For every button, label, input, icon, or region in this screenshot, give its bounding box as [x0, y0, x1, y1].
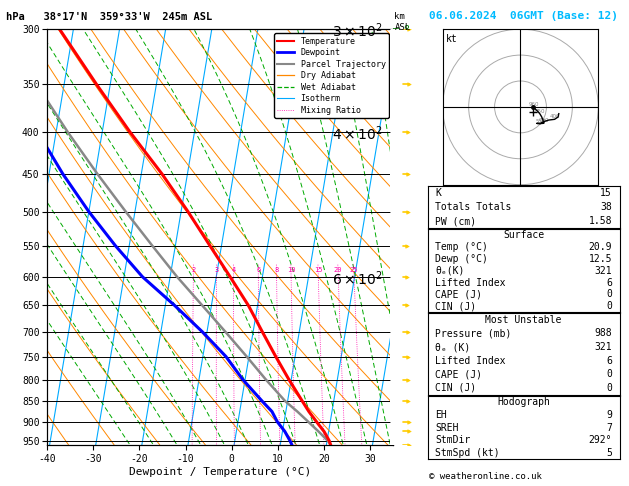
Text: 9: 9	[606, 410, 612, 420]
Text: CIN (J): CIN (J)	[435, 301, 477, 311]
Text: 2: 2	[191, 266, 196, 273]
Text: Temp (°C): Temp (°C)	[435, 242, 488, 252]
Text: 06.06.2024  06GMT (Base: 12): 06.06.2024 06GMT (Base: 12)	[429, 11, 618, 21]
X-axis label: Dewpoint / Temperature (°C): Dewpoint / Temperature (°C)	[129, 467, 311, 477]
Text: 700: 700	[538, 118, 549, 123]
Text: 321: 321	[594, 266, 612, 276]
Text: θₑ (K): θₑ (K)	[435, 342, 470, 352]
Text: Lifted Index: Lifted Index	[435, 278, 506, 288]
Text: K: K	[435, 188, 442, 198]
Text: θₑ(K): θₑ(K)	[435, 266, 465, 276]
Text: CAPE (J): CAPE (J)	[435, 369, 482, 379]
Text: Dewp (°C): Dewp (°C)	[435, 254, 488, 264]
Text: EH: EH	[435, 410, 447, 420]
Text: 0: 0	[606, 383, 612, 393]
Text: 0: 0	[606, 301, 612, 311]
Text: Surface: Surface	[503, 230, 544, 240]
Text: 15: 15	[314, 266, 323, 273]
Legend: Temperature, Dewpoint, Parcel Trajectory, Dry Adiabat, Wet Adiabat, Isotherm, Mi: Temperature, Dewpoint, Parcel Trajectory…	[274, 34, 389, 118]
Text: 20.9: 20.9	[588, 242, 612, 252]
Text: 550: 550	[535, 119, 545, 123]
Text: 25: 25	[350, 266, 358, 273]
Text: 400: 400	[549, 114, 560, 120]
Text: 12.5: 12.5	[588, 254, 612, 264]
Text: 988: 988	[594, 329, 612, 338]
Text: 6: 6	[606, 356, 612, 365]
Text: SREH: SREH	[435, 423, 459, 433]
Text: 7: 7	[606, 423, 612, 433]
Text: Hodograph: Hodograph	[497, 398, 550, 407]
Text: 1.58: 1.58	[588, 216, 612, 226]
Text: Totals Totals: Totals Totals	[435, 202, 512, 212]
Text: 8: 8	[274, 266, 279, 273]
Text: PW (cm): PW (cm)	[435, 216, 477, 226]
Text: 6: 6	[606, 278, 612, 288]
Text: 0: 0	[606, 369, 612, 379]
Text: 850: 850	[535, 109, 545, 114]
Text: kt: kt	[446, 34, 458, 44]
Text: 20: 20	[334, 266, 342, 273]
Text: 6: 6	[256, 266, 260, 273]
Text: 4: 4	[231, 266, 236, 273]
Text: StmSpd (kt): StmSpd (kt)	[435, 448, 500, 458]
Text: Pressure (mb): Pressure (mb)	[435, 329, 512, 338]
Text: StmDir: StmDir	[435, 435, 470, 445]
Text: Lifted Index: Lifted Index	[435, 356, 506, 365]
Text: 38: 38	[600, 202, 612, 212]
Text: 292°: 292°	[588, 435, 612, 445]
Text: 0: 0	[606, 289, 612, 299]
Text: © weatheronline.co.uk: © weatheronline.co.uk	[429, 472, 542, 481]
Text: 960: 960	[528, 102, 538, 107]
Text: 321: 321	[594, 342, 612, 352]
Text: 10: 10	[287, 266, 295, 273]
Text: km
ASL: km ASL	[394, 12, 411, 32]
Text: LCL: LCL	[399, 407, 415, 416]
Text: Most Unstable: Most Unstable	[486, 315, 562, 325]
Text: CIN (J): CIN (J)	[435, 383, 477, 393]
Text: 3: 3	[214, 266, 219, 273]
Text: hPa   38°17'N  359°33'W  245m ASL: hPa 38°17'N 359°33'W 245m ASL	[6, 12, 213, 22]
Text: 15: 15	[600, 188, 612, 198]
Text: CAPE (J): CAPE (J)	[435, 289, 482, 299]
Text: 5: 5	[606, 448, 612, 458]
